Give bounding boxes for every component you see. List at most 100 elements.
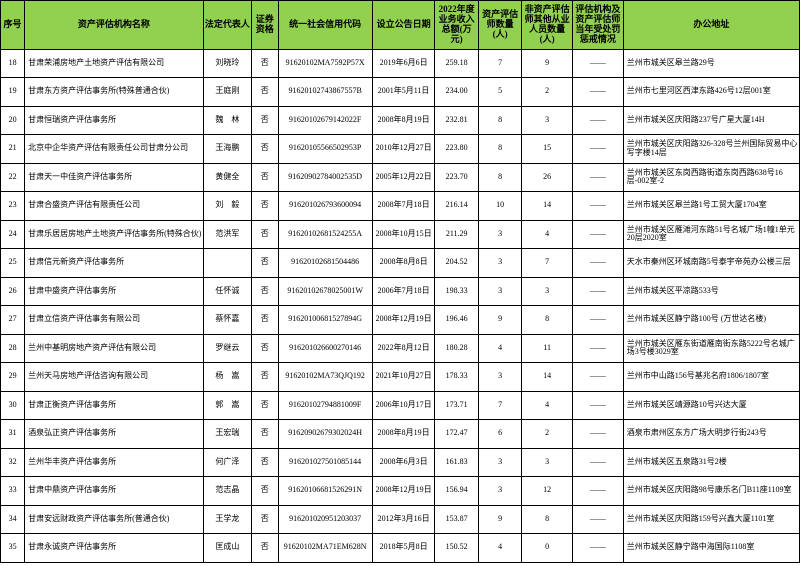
cell-addr: 兰州市城关区庆阳路326-328号兰州国际贸易中心写字楼14层 [623, 135, 799, 164]
cell-code: 91620902679302024H [278, 420, 372, 449]
cell-pen: —— [573, 78, 624, 107]
cell-sec: 否 [252, 505, 279, 534]
cell-date: 2022年8月12日 [372, 334, 435, 363]
cell-name: 北京中企华资产评估有限责任公司甘肃分公司 [25, 135, 204, 164]
table-row: 32兰州华丰资产评估事务所何广泽否9162010275010851442008年… [1, 448, 800, 477]
cell-rep: 刘 毅 [203, 192, 251, 221]
cell-sec: 否 [252, 249, 279, 278]
cell-rev: 178.33 [435, 363, 478, 392]
cell-rev: 216.14 [435, 192, 478, 221]
cell-code: 91620102794881009F [278, 391, 372, 420]
cell-rep: 范志晶 [203, 477, 251, 506]
cell-rev: 196.46 [435, 306, 478, 335]
cell-addr: 兰州市城关区庆阳路159号兴鑫大厦1101室 [623, 505, 799, 534]
cell-pen: —— [573, 448, 624, 477]
cell-seq: 32 [1, 448, 25, 477]
cell-code: 91620102681524255A [278, 220, 372, 249]
cell-sec: 否 [252, 135, 279, 164]
cell-other: 12 [522, 477, 573, 506]
cell-rep: 刘晓玲 [203, 49, 251, 78]
cell-cpa: 9 [478, 505, 521, 534]
cell-other: 11 [522, 334, 573, 363]
cell-name: 甘肃中鼎资产评估事务所 [25, 477, 204, 506]
cell-code: 916201027501085144 [278, 448, 372, 477]
cell-seq: 20 [1, 106, 25, 135]
cell-code: 91620902784002535D [278, 163, 372, 192]
cell-code: 91620106681526291N [278, 477, 372, 506]
cell-date: 2008年8月19日 [372, 420, 435, 449]
cell-seq: 23 [1, 192, 25, 221]
cell-cpa: 5 [478, 78, 521, 107]
cell-seq: 26 [1, 277, 25, 306]
cell-name: 甘肃正衡资产评估事务所 [25, 391, 204, 420]
cell-seq: 33 [1, 477, 25, 506]
cell-rev: 180.28 [435, 334, 478, 363]
appraisal-agency-table: 序号 资产评估机构名称 法定代表人 证券资格 统一社会信用代码 设立公告日期 2… [0, 0, 800, 563]
cell-seq: 34 [1, 505, 25, 534]
cell-pen: —— [573, 306, 624, 335]
cell-rep: 黄健全 [203, 163, 251, 192]
cell-sec: 否 [252, 363, 279, 392]
cell-pen: —— [573, 334, 624, 363]
cell-code: 916201026600270146 [278, 334, 372, 363]
cell-rep: 匡成山 [203, 534, 251, 563]
cell-rep: 王宏瑞 [203, 420, 251, 449]
cell-rev: 198.33 [435, 277, 478, 306]
cell-sec: 否 [252, 49, 279, 78]
cell-addr: 天水市秦州区环城南路5号泰宇帝苑办公楼三层 [623, 249, 799, 278]
cell-rep: 蔡怀嘉 [203, 306, 251, 335]
cell-rev: 204.52 [435, 249, 478, 278]
table-row: 19甘肃东方资产评估事务所(特殊普通合伙)王庭刚否916201027438675… [1, 78, 800, 107]
cell-seq: 19 [1, 78, 25, 107]
cell-rep: 任怀诚 [203, 277, 251, 306]
cell-rev: 223.70 [435, 163, 478, 192]
cell-date: 2008年12月19日 [372, 306, 435, 335]
col-rep: 法定代表人 [203, 1, 251, 50]
cell-sec: 否 [252, 534, 279, 563]
cell-rep: 杨 嵩 [203, 363, 251, 392]
cell-rev: 161.83 [435, 448, 478, 477]
cell-code: 91620102MA71EM628N [278, 534, 372, 563]
table-row: 26甘肃中盛资产评估事务所任怀诚否91620102678025001W2006年… [1, 277, 800, 306]
table-row: 25甘肃信元新资产评估事务所否916201026815044862008年8月8… [1, 249, 800, 278]
cell-other: 3 [522, 448, 573, 477]
cell-cpa: 3 [478, 363, 521, 392]
cell-addr: 兰州市城关区雁东街道雁南街东路5222号名城广场3号楼3029室 [623, 334, 799, 363]
cell-date: 2019年6月6日 [372, 49, 435, 78]
cell-addr: 兰州市城关区庆阳路98号康乐名门B11座1109室 [623, 477, 799, 506]
cell-cpa: 7 [478, 49, 521, 78]
table-row: 31酒泉弘正资产评估事务所王宏瑞否91620902679302024H2008年… [1, 420, 800, 449]
cell-rep: 魏 林 [203, 106, 251, 135]
cell-addr: 酒泉市肃州区东方广场大明步行街243号 [623, 420, 799, 449]
cell-rep: 王学龙 [203, 505, 251, 534]
cell-pen: —— [573, 534, 624, 563]
cell-seq: 30 [1, 391, 25, 420]
cell-rep: 罗继云 [203, 334, 251, 363]
cell-date: 2005年12月22日 [372, 163, 435, 192]
cell-other: 2 [522, 78, 573, 107]
cell-rev: 150.52 [435, 534, 478, 563]
cell-name: 甘肃东方资产评估事务所(特殊普通合伙) [25, 78, 204, 107]
col-addr: 办公地址 [623, 1, 799, 50]
cell-code: 91620105566502953P [278, 135, 372, 164]
cell-name: 甘肃天一中佳资产评估事务所 [25, 163, 204, 192]
table-row: 33甘肃中鼎资产评估事务所范志晶否91620106681526291N2008年… [1, 477, 800, 506]
cell-name: 甘肃合盛资产评估有限责任公司 [25, 192, 204, 221]
cell-sec: 否 [252, 78, 279, 107]
col-code: 统一社会信用代码 [278, 1, 372, 50]
col-sec: 证券资格 [252, 1, 279, 50]
cell-pen: —— [573, 420, 624, 449]
cell-rep: 何广泽 [203, 448, 251, 477]
cell-seq: 35 [1, 534, 25, 563]
cell-cpa: 8 [478, 106, 521, 135]
table-row: 34甘肃安远财政资产评估事务所(普通合伙)王学龙否916201020951203… [1, 505, 800, 534]
cell-date: 2021年10月27日 [372, 363, 435, 392]
cell-pen: —— [573, 135, 624, 164]
cell-date: 2008年10月15日 [372, 220, 435, 249]
cell-rev: 153.87 [435, 505, 478, 534]
cell-addr: 兰州市城关区静宁路中海国际1108室 [623, 534, 799, 563]
header-row: 序号 资产评估机构名称 法定代表人 证券资格 统一社会信用代码 设立公告日期 2… [1, 1, 800, 50]
cell-other: 4 [522, 391, 573, 420]
table-row: 18甘肃荣浦房地产土地资产评估有限公司刘晓玲否91620102MA7592P57… [1, 49, 800, 78]
cell-date: 2008年8月19日 [372, 106, 435, 135]
